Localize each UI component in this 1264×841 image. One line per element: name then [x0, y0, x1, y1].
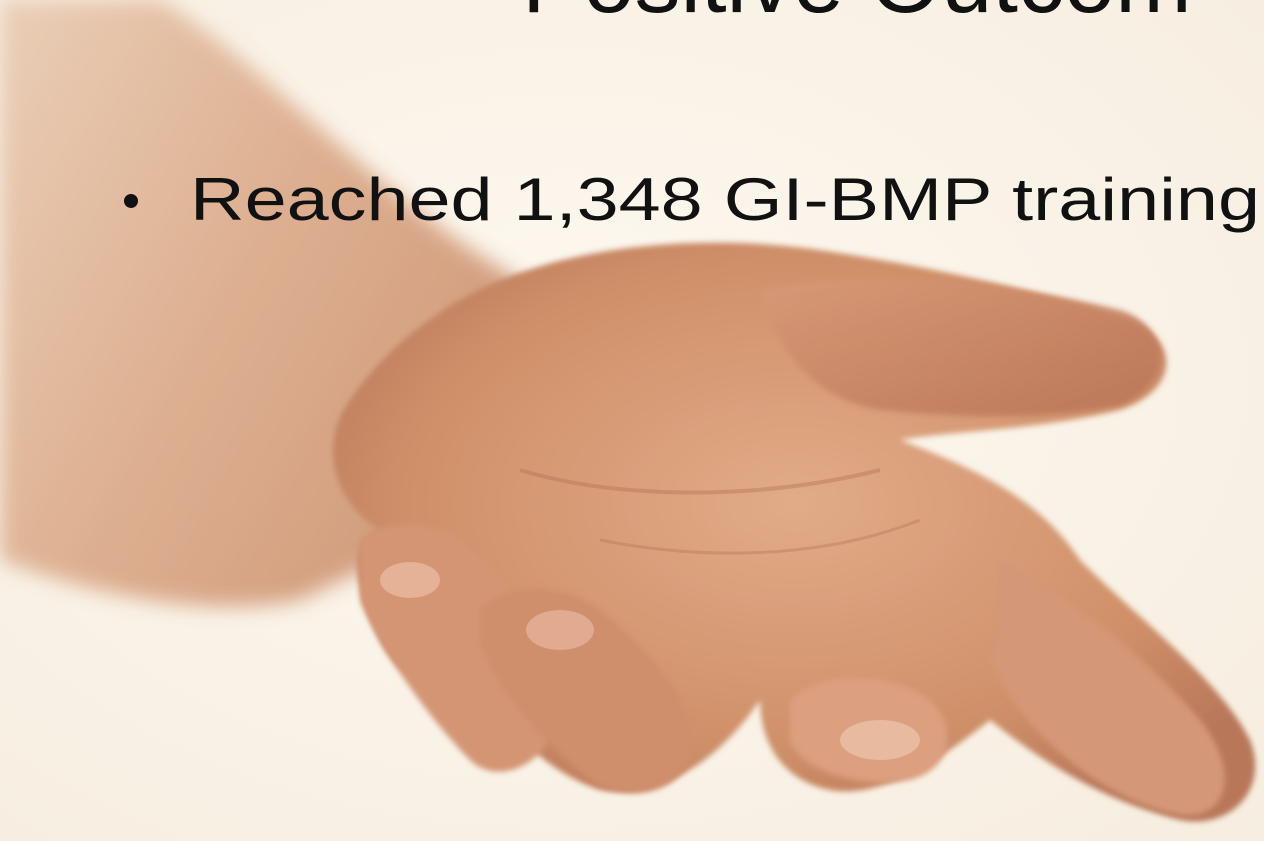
bullet-text: Reached 1,348 GI-BMP training [190, 166, 1260, 233]
slide-title: Positive Outcom [522, 0, 1192, 32]
slide: Positive Outcom Reached 1,348 GI-BMP tra… [0, 0, 1264, 841]
bullet-marker [124, 194, 138, 208]
page: Positive Outcom Reached 1,348 GI-BMP tra… [0, 0, 1264, 841]
